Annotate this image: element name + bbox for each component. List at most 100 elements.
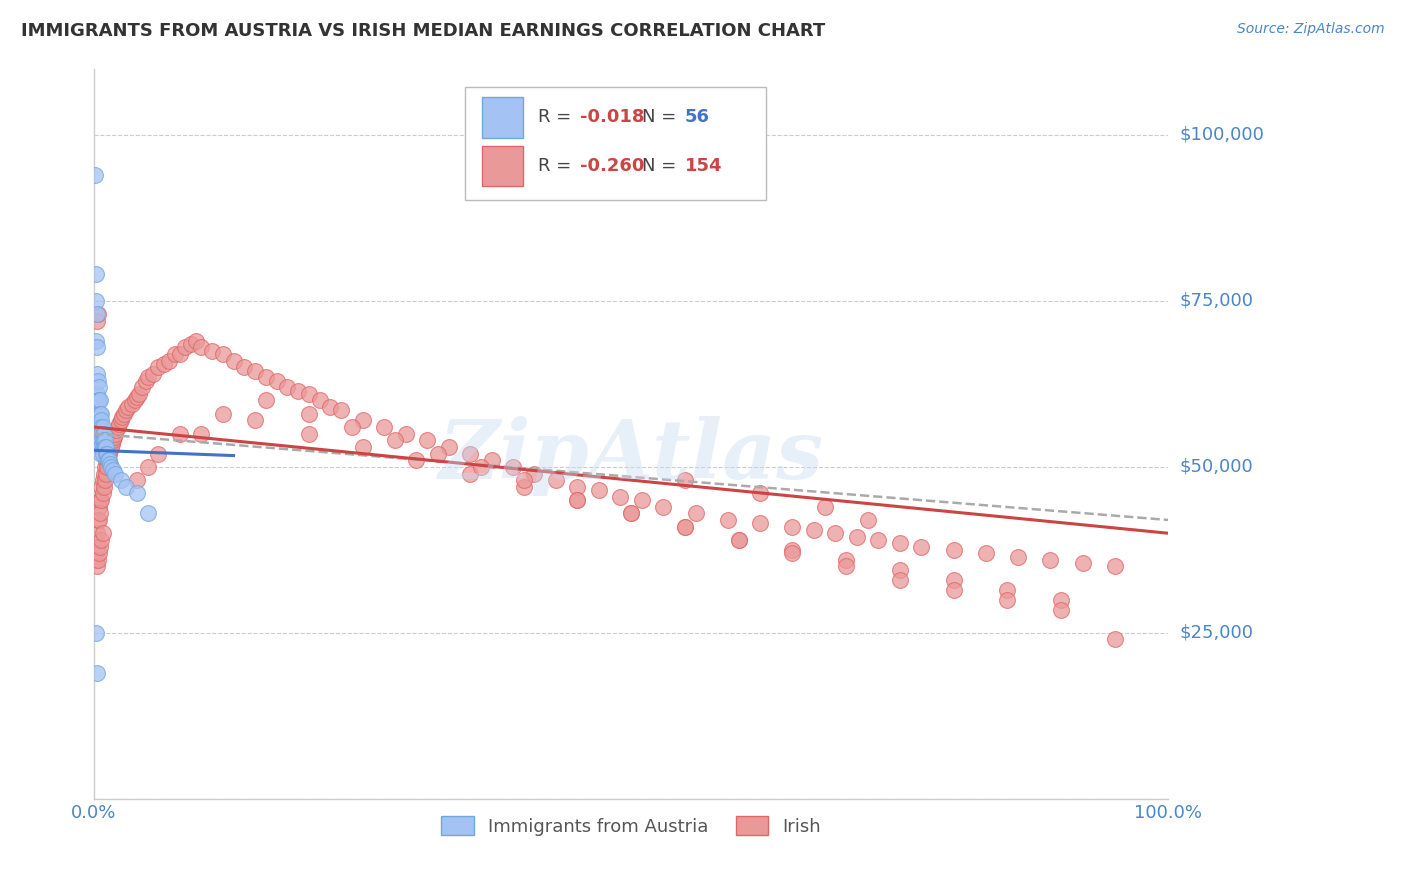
Point [749,486,772,500]
Point [93,473,115,487]
Text: 56: 56 [685,109,710,127]
Point [94,447,117,461]
Point [243,363,266,377]
Point [93,440,115,454]
Point [727,533,749,547]
Point [111,410,134,425]
Point [330,403,353,417]
Point [134,374,156,388]
Point [222,353,245,368]
Point [673,519,696,533]
Point [394,426,416,441]
Point [101,436,124,450]
Point [100,440,122,454]
Point [652,500,675,514]
Point [87,407,110,421]
Point [105,423,128,437]
Point [426,447,449,461]
Point [384,434,406,448]
Point [103,434,125,448]
Point [91,440,114,454]
Point [142,367,165,381]
Point [1050,592,1073,607]
Point [782,519,804,533]
Point [94,453,117,467]
Point [319,400,342,414]
Point [86,307,108,321]
Point [125,486,148,500]
Point [90,413,112,427]
Point [835,559,858,574]
Point [84,334,107,348]
Point [373,420,395,434]
Point [148,447,170,461]
Point [91,434,114,448]
Text: Source: ZipAtlas.com: Source: ZipAtlas.com [1237,22,1385,37]
Text: $75,000: $75,000 [1180,292,1254,310]
Point [91,420,114,434]
Point [107,420,129,434]
Point [89,407,111,421]
Point [96,447,118,461]
Point [588,483,610,497]
Point [112,407,135,421]
Point [609,490,631,504]
Point [942,582,965,597]
Point [87,553,110,567]
Point [1104,559,1126,574]
Point [254,370,277,384]
Point [89,546,111,560]
Point [995,592,1018,607]
Point [910,540,932,554]
Point [148,360,170,375]
Point [567,493,589,508]
Point [91,447,114,461]
Point [89,420,111,434]
Point [84,553,107,567]
Point [93,434,115,448]
Point [513,480,536,494]
Point [98,443,121,458]
FancyBboxPatch shape [482,145,523,186]
Point [995,582,1018,597]
Text: R =: R = [537,157,576,175]
Point [889,536,911,550]
Point [513,473,536,487]
Point [190,340,212,354]
Text: -0.018: -0.018 [579,109,644,127]
Point [212,407,235,421]
Point [87,374,110,388]
Point [91,486,114,500]
Point [212,347,235,361]
Point [90,426,112,441]
Point [93,459,115,474]
Point [103,430,125,444]
Point [942,573,965,587]
Point [254,393,277,408]
Point [104,426,127,441]
Point [90,440,112,454]
Point [93,426,115,441]
Point [136,459,159,474]
Point [89,493,111,508]
Point [91,426,114,441]
Point [727,533,749,547]
Point [124,393,146,408]
Point [523,467,546,481]
Point [90,447,112,461]
Point [157,353,180,368]
Point [184,334,207,348]
Point [136,507,159,521]
Point [94,467,117,481]
Point [298,426,321,441]
Point [152,357,174,371]
Point [749,516,772,531]
Point [93,467,115,481]
Point [104,467,127,481]
Point [87,434,110,448]
Point [814,500,837,514]
Point [86,665,108,680]
Legend: Immigrants from Austria, Irish: Immigrants from Austria, Irish [432,807,830,845]
Text: R =: R = [537,109,576,127]
Point [90,480,112,494]
